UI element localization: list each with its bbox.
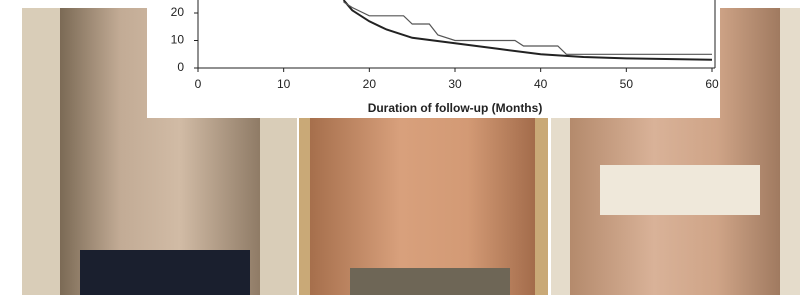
x-tick-label: 40: [534, 77, 548, 91]
x-tick-label: 60: [705, 77, 719, 91]
y-tick-label: 10: [171, 33, 185, 47]
y-tick-label: 20: [171, 5, 185, 19]
x-axis-label: Duration of follow-up (Months): [368, 101, 543, 115]
y-tick-label: 0: [177, 60, 184, 74]
x-tick-label: 20: [363, 77, 377, 91]
x-tick-label: 0: [195, 77, 202, 91]
x-tick-label: 50: [620, 77, 634, 91]
x-tick-label: 30: [448, 77, 462, 91]
figure: 0 10 20 0 10 20 30 40 50 60 Duration of follow-up…: [0, 0, 800, 295]
x-tick-label: 10: [277, 77, 291, 91]
